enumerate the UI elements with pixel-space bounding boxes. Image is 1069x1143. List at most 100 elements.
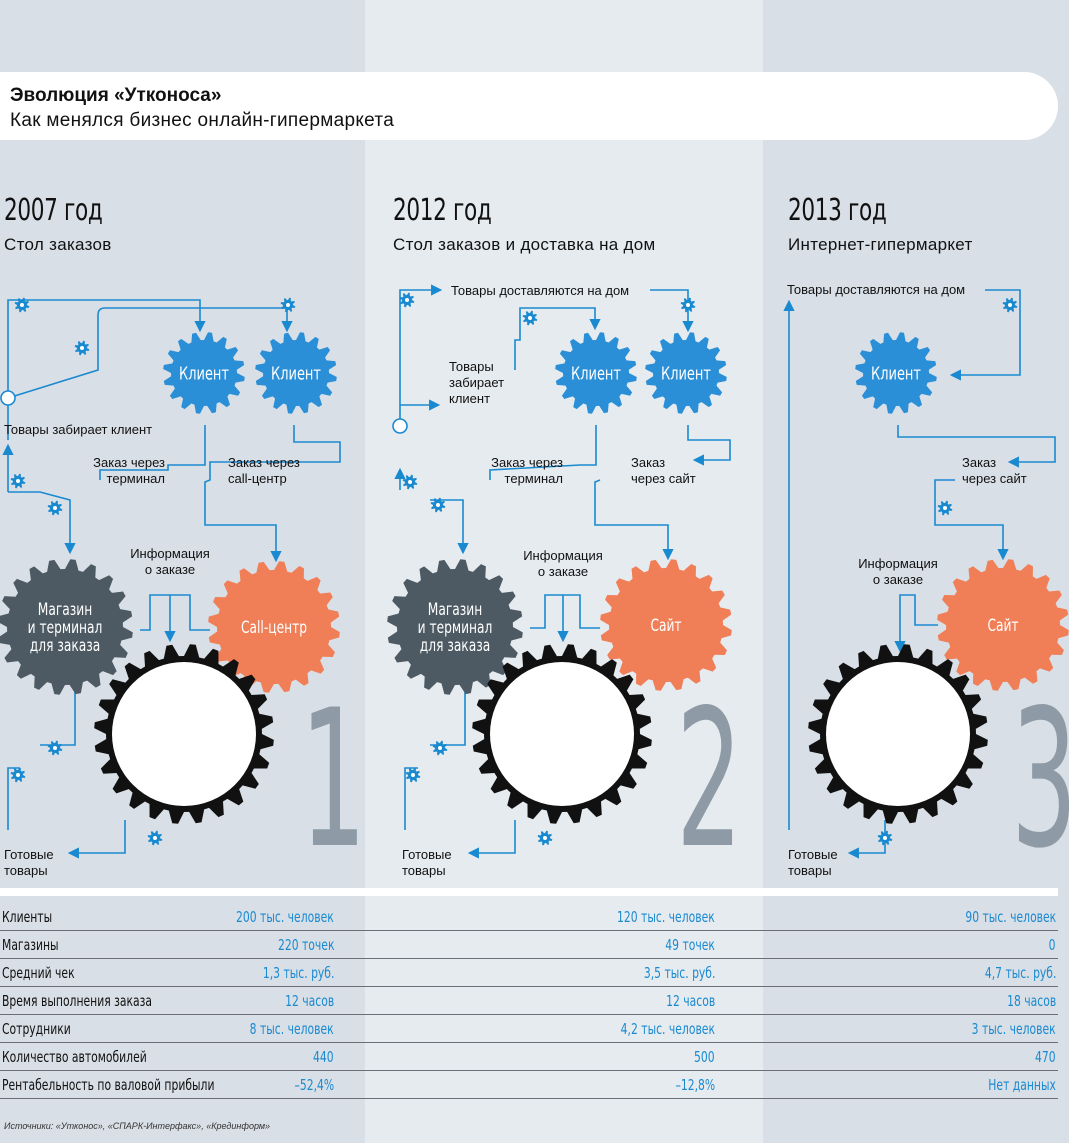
stats-row-label: Клиенты xyxy=(2,908,53,926)
flow-line xyxy=(7,299,206,398)
flow-line xyxy=(894,594,938,653)
flow-line xyxy=(404,767,418,830)
label-callcenter-order-1: Заказ через xyxy=(228,455,300,470)
warehouse-gear-2-label: склад xyxy=(537,733,586,759)
flow-line xyxy=(99,425,206,480)
stage-number-1: 1 xyxy=(300,670,366,891)
stats-row: Клиенты 200 тыс. человек 120 тыс. человек 9… xyxy=(0,903,1058,931)
store-gear-2-label: для заказа xyxy=(420,636,490,656)
label-finished-goods-2: Готовые xyxy=(402,847,452,862)
cog-icon xyxy=(14,297,30,313)
site-gear-3-label: Сайт xyxy=(987,616,1018,636)
label-terminal-order-2: терминал xyxy=(505,471,563,486)
label-finished-goods-2: товары xyxy=(402,863,446,878)
stats-value-2: 12 часов xyxy=(665,992,715,1010)
cog-icon xyxy=(405,767,421,783)
year-2013: 2013 год xyxy=(788,193,887,228)
flow-line xyxy=(934,479,1009,561)
label-order-info-1: о заказе xyxy=(145,562,195,577)
title-card: Эволюция «Утконоса» Как менялся бизнес о… xyxy=(0,72,1058,140)
cog-icon xyxy=(680,297,696,313)
stats-row: Количество автомобилей 440 500 470 xyxy=(0,1043,1058,1071)
label-terminal-order-2: Заказ через xyxy=(491,455,563,470)
stage-name-2007: Стол заказов xyxy=(4,235,112,254)
stats-value-3: Нет данных xyxy=(988,1076,1056,1094)
client-gear-3: Клиент xyxy=(855,332,937,414)
stats-row: Средний чек 1,3 тыс. руб. 3,5 тыс. руб. 4,7… xyxy=(0,959,1058,987)
client-gear-2a: Клиент xyxy=(555,332,637,414)
source-note: Источники: «Утконос», «СПАРК-Интерфакс»,… xyxy=(4,1121,271,1131)
label-terminal-order-1: Заказ через xyxy=(93,455,165,470)
label-home-delivery-2: Товары доставляются на дом xyxy=(451,283,629,298)
flow-line xyxy=(650,289,694,333)
stats-row-label: Сотрудники xyxy=(2,1020,71,1038)
label-site-order-3: Заказ xyxy=(962,455,996,470)
cog-icon xyxy=(522,310,538,326)
client-gear-1a-label: Клиент xyxy=(179,362,229,384)
label-order-info-3: о заказе xyxy=(873,572,923,587)
warehouse-gear-1-label: склад xyxy=(159,733,208,759)
year-2007: 2007 год xyxy=(4,193,103,228)
stats-value-3: 3 тыс. человек xyxy=(971,1020,1056,1038)
stats-value-1: 200 тыс. человек xyxy=(236,908,334,926)
year-2012: 2012 год xyxy=(393,193,492,228)
label-finished-goods-3: товары xyxy=(788,863,832,878)
stats-value-3: 18 часов xyxy=(1006,992,1056,1010)
store-gear-2-label: и терминал xyxy=(418,618,493,638)
junction-node xyxy=(0,390,16,406)
stats-value-2: 500 xyxy=(694,1048,715,1066)
stage-number-2: 2 xyxy=(676,670,742,891)
label-order-info-1: Информация xyxy=(130,546,210,561)
label-site-order-2: Заказ xyxy=(631,455,665,470)
cog-icon xyxy=(537,830,553,846)
client-gear-1a: Клиент xyxy=(163,332,245,414)
stats-value-2: 3,5 тыс. руб. xyxy=(643,964,715,982)
stats-value-3: 90 тыс. человек xyxy=(965,908,1056,926)
table-separator xyxy=(0,888,1058,896)
flow-line xyxy=(847,820,886,859)
site-gear-2-label: Сайт xyxy=(650,616,681,636)
cog-icon xyxy=(47,740,63,756)
stats-value-1: 220 точек xyxy=(277,936,334,954)
stats-row-label: Средний чек xyxy=(2,964,75,982)
cog-icon xyxy=(47,500,63,516)
label-site-order-2: через сайт xyxy=(631,471,696,486)
flow-line xyxy=(687,425,731,466)
label-finished-goods-3: Готовые xyxy=(788,847,838,862)
cog-icon xyxy=(432,740,448,756)
flow-line xyxy=(467,820,516,859)
cog-icon xyxy=(147,830,163,846)
client-gear-1b-label: Клиент xyxy=(271,362,321,384)
client-gear-2b-label: Клиент xyxy=(661,362,711,384)
page-subtitle: Как менялся бизнес онлайн-гипермаркета xyxy=(10,110,395,131)
client-gear-2a-label: Клиент xyxy=(571,362,621,384)
cog-icon xyxy=(10,473,26,489)
stage-number-3: 3 xyxy=(1011,670,1069,891)
stats-value-3: 470 xyxy=(1035,1048,1056,1066)
cog-icon xyxy=(1002,297,1018,313)
stats-value-2: 49 точек xyxy=(665,936,715,954)
stats-value-1: –52,4% xyxy=(294,1076,334,1094)
stage-name-2012: Стол заказов и доставка на дом xyxy=(393,235,656,254)
flow-line xyxy=(7,307,293,399)
cog-icon xyxy=(402,474,418,490)
callcenter-gear-1: Call-центр xyxy=(208,561,340,693)
flow-line xyxy=(204,425,341,563)
label-finished-goods-1: Готовые xyxy=(4,847,54,862)
flow-line xyxy=(40,690,76,746)
flow-line xyxy=(949,289,1021,381)
stage-name-2013: Интернет-гипермаркет xyxy=(788,235,973,254)
stats-row-label: Рентабельность по валовой прибыли xyxy=(2,1076,215,1094)
stats-value-2: 120 тыс. человек xyxy=(617,908,715,926)
stats-row-label: Магазины xyxy=(2,936,59,954)
store-gear-1-label: для заказа xyxy=(30,636,100,656)
label-terminal-order-1: терминал xyxy=(107,471,165,486)
label-client-pickup-2: забирает xyxy=(449,375,504,390)
label-order-info-3: Информация xyxy=(858,556,938,571)
warehouse-gear-3-label: склад xyxy=(873,733,922,759)
flow-line xyxy=(7,767,20,830)
